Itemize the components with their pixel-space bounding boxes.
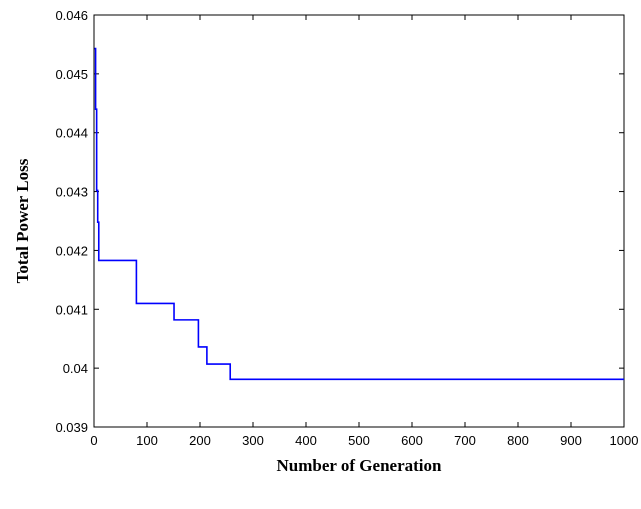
- x-tick-label: 100: [136, 433, 158, 448]
- x-axis-title: Number of Generation: [277, 456, 442, 475]
- y-tick-label: 0.045: [55, 67, 88, 82]
- x-axis-ticks: 0 100 200 300 400 500 600 700 800 900 1000: [90, 15, 638, 448]
- plot-frame: [93, 14, 625, 428]
- y-axis-title: Total Power Loss: [13, 158, 32, 283]
- x-tick-label: 800: [507, 433, 529, 448]
- x-tick-label: 500: [348, 433, 370, 448]
- x-tick-label: 300: [242, 433, 264, 448]
- y-tick-label: 0.044: [55, 126, 88, 141]
- y-tick-label: 0.039: [55, 420, 88, 435]
- y-axis-ticks: 0.039 0.04 0.041 0.042 0.043 0.044 0.045 0.046: [55, 8, 624, 435]
- y-tick-label: 0.046: [55, 8, 88, 23]
- x-tick-label: 600: [401, 433, 423, 448]
- series-layer: [94, 47, 624, 381]
- x-tick-label: 200: [189, 433, 211, 448]
- x-tick-label: 900: [560, 433, 582, 448]
- x-tick-label: 400: [295, 433, 317, 448]
- x-tick-label: 700: [454, 433, 476, 448]
- x-tick-label: 1000: [610, 433, 639, 448]
- y-tick-label: 0.041: [55, 302, 88, 317]
- x-tick-label: 0: [90, 433, 97, 448]
- y-tick-label: 0.043: [55, 185, 88, 200]
- series-line: [94, 47, 624, 381]
- y-tick-label: 0.042: [55, 243, 88, 258]
- y-tick-label: 0.04: [63, 361, 88, 376]
